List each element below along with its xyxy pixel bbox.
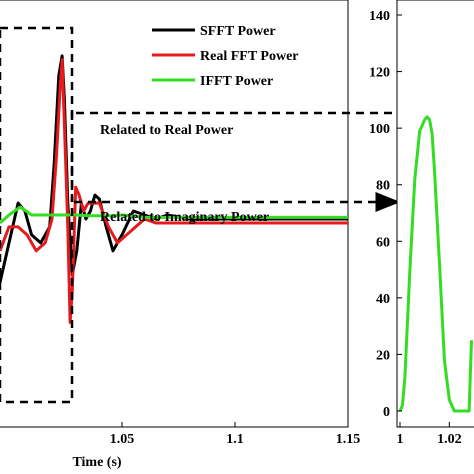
x-tick-label: 1.05 [110, 432, 135, 447]
y-tick-label: 0 [383, 405, 390, 420]
annotation-imaginary-power: Related to Imaginary Power [100, 210, 269, 225]
right-series-group [398, 115, 473, 413]
x-tick-label: 1 [397, 432, 404, 447]
right-x-axis: 1 1.02 [397, 422, 462, 447]
annotation-real-power: Related to Real Power [100, 123, 233, 138]
y-tick-label: 100 [369, 122, 390, 137]
y-tick-label: 120 [369, 66, 390, 81]
zoom-region-box [0, 26, 74, 404]
left-x-axis: 1.05 1.1 1.15 [110, 422, 360, 447]
y-tick-label: 80 [376, 179, 390, 194]
left-plot: 1.05 1.1 1.15 Time (s) [0, 0, 360, 470]
legend-entry-sfft: SFFT Power [152, 24, 276, 39]
series-line-ifft-power-panel-1 [0, 205, 348, 225]
y-tick-label: 20 [376, 348, 390, 363]
x-tick-label: 1.1 [226, 432, 244, 447]
series-line-real-fft-power-panel-1 [0, 58, 348, 324]
y-tick-label: 40 [376, 292, 390, 307]
legend-label-ifft: IFFT Power [200, 74, 273, 89]
right-y-axis: 0 20 40 60 80 100 120 140 [369, 9, 402, 420]
legend: SFFT Power Real FFT Power IFFT Power [152, 24, 299, 89]
series-line-ifft-power-panel-2 [398, 115, 473, 413]
left-x-axis-label: Time (s) [72, 455, 121, 470]
y-tick-label: 140 [369, 9, 390, 24]
legend-label-sfft: SFFT Power [200, 24, 276, 39]
legend-entry-real-fft: Real FFT Power [152, 49, 299, 64]
legend-entry-ifft: IFFT Power [152, 74, 273, 89]
x-tick-label: 1.15 [336, 432, 361, 447]
y-tick-label: 60 [376, 235, 390, 250]
legend-label-real-fft: Real FFT Power [200, 49, 299, 64]
x-tick-label: 1.02 [437, 432, 462, 447]
